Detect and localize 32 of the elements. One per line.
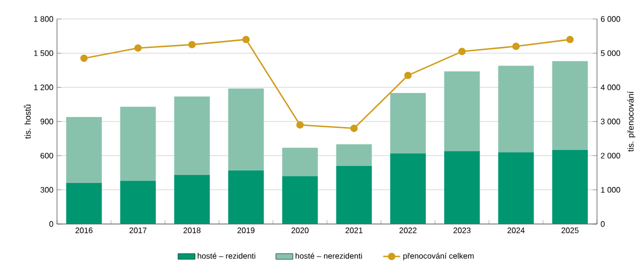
bar [120, 180, 156, 224]
point [80, 54, 88, 62]
point [296, 121, 304, 129]
bar [66, 183, 102, 224]
point [512, 42, 520, 50]
y-axis-title: tis. hostů [24, 104, 31, 139]
point [566, 36, 574, 44]
bar [498, 66, 534, 152]
bar [336, 144, 372, 166]
bar [552, 150, 588, 224]
bar [228, 88, 264, 170]
bar [174, 175, 210, 224]
bar [120, 106, 156, 181]
point [242, 36, 250, 44]
bar [444, 71, 480, 152]
bar [390, 153, 426, 224]
bar [336, 166, 372, 224]
bar [390, 93, 426, 154]
bar [552, 61, 588, 150]
point [404, 72, 412, 80]
point [134, 44, 142, 52]
bar [282, 148, 318, 176]
bar [174, 96, 210, 176]
bar [66, 116, 102, 183]
bar [282, 176, 318, 224]
point [188, 40, 196, 48]
point [458, 48, 466, 56]
bar [498, 152, 534, 224]
point [350, 124, 358, 132]
y2-axis-title: tis. přenocování [627, 91, 636, 152]
bar [444, 151, 480, 224]
bar [228, 170, 264, 224]
